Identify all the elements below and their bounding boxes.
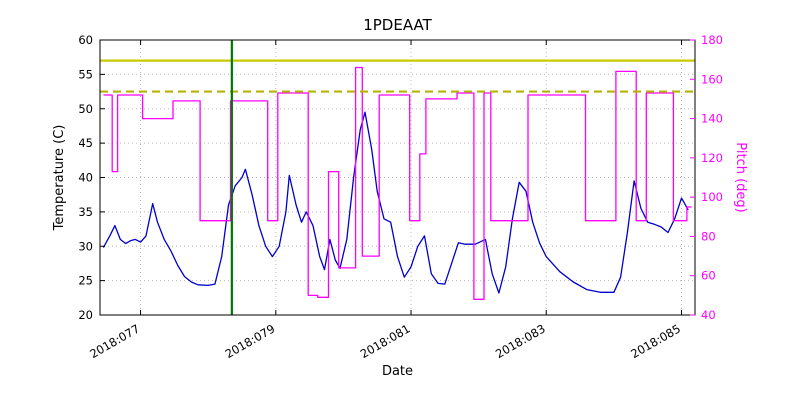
y-tick-label-right: 100 <box>701 190 723 204</box>
y-tick-label-left: 25 <box>78 274 93 288</box>
y-tick-label-right: 40 <box>701 308 716 322</box>
series-pitch <box>103 66 692 300</box>
y-tick-label-left: 60 <box>78 33 93 47</box>
axis-ticks <box>100 39 695 316</box>
y-tick-label-left: 30 <box>78 239 93 253</box>
y-tick-label-right: 140 <box>701 112 723 126</box>
y-tick-label-right: 160 <box>701 72 723 86</box>
y-tick-label-left: 40 <box>78 171 93 185</box>
y-tick-label-left: 55 <box>78 67 93 81</box>
y-tick-label-right: 80 <box>701 229 716 243</box>
y-tick-label-left: 50 <box>78 102 93 116</box>
y-axis-label-right: Pitch (deg) <box>733 142 748 213</box>
y-axis-label-left: Temperature (C) <box>52 124 67 231</box>
chart-title: 1PDEAAT <box>363 16 432 34</box>
x-tick-label: 2018:081 <box>358 321 413 361</box>
x-tick-label: 2018:085 <box>628 321 683 361</box>
x-tick-label: 2018:083 <box>493 321 548 361</box>
y-tick-label-right: 180 <box>701 33 723 47</box>
y-tick-label-right: 120 <box>701 151 723 165</box>
y-tick-label-left: 35 <box>78 205 93 219</box>
x-axis-label: Date <box>381 364 414 379</box>
reference-lines <box>100 40 695 315</box>
x-tick-label: 2018:079 <box>223 321 278 361</box>
y-tick-label-left: 45 <box>78 136 93 150</box>
y-tick-label-left: 20 <box>78 308 93 322</box>
x-tick-label: 2018:077 <box>87 321 142 361</box>
plot-area <box>100 40 695 315</box>
y-tick-label-right: 60 <box>701 269 716 283</box>
